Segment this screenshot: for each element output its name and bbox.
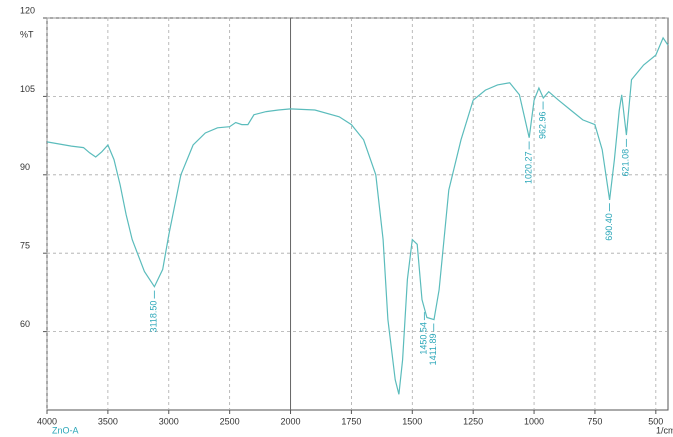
peak-label: 690.40	[604, 213, 614, 241]
x-tick-label: 500	[648, 416, 663, 426]
x-tick-label: 4000	[37, 416, 57, 426]
x-tick-label: 3500	[98, 416, 118, 426]
x-axis-label: 1/cm	[656, 425, 673, 435]
peak-label: 962.96	[537, 111, 547, 139]
y-tick-label: 105	[20, 84, 35, 94]
x-tick-label: 1500	[402, 416, 422, 426]
peak-label: 621.08	[621, 149, 631, 177]
y-axis-label: %T	[20, 29, 34, 39]
plot-frame	[46, 17, 669, 411]
y-tick-label: 60	[20, 319, 30, 329]
x-tick-label: 1750	[341, 416, 361, 426]
x-tick-label: 2500	[220, 416, 240, 426]
x-tick-label: 1250	[463, 416, 483, 426]
spectrum-line	[46, 36, 669, 395]
sample-name: ZnO-A	[52, 425, 79, 435]
peak-label: 1020.27	[523, 151, 533, 184]
peak-label: 1450.54	[419, 322, 429, 355]
y-tick-label: 90	[20, 162, 30, 172]
x-tick-label: 3000	[159, 416, 179, 426]
peak-label: 1411.89	[428, 334, 438, 366]
x-tick-label: 750	[587, 416, 602, 426]
peak-label: 3118.50	[149, 301, 159, 333]
x-tick-label: 1000	[524, 416, 544, 426]
y-tick-label: 120	[20, 5, 35, 15]
y-tick-label: 75	[20, 241, 30, 251]
x-tick-label: 2000	[281, 416, 301, 426]
